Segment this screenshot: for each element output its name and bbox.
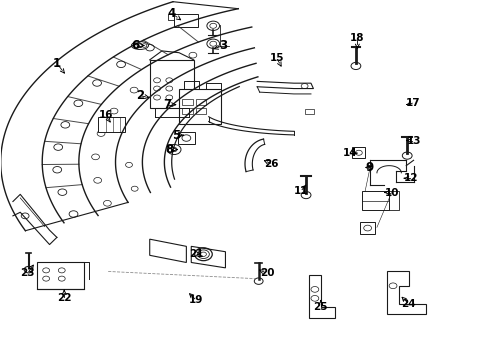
Text: 24: 24 xyxy=(401,299,416,309)
Bar xyxy=(196,99,206,105)
Text: 9: 9 xyxy=(366,161,374,174)
Bar xyxy=(182,108,193,114)
Bar xyxy=(196,108,206,114)
Text: 25: 25 xyxy=(314,302,328,312)
Text: 17: 17 xyxy=(406,98,421,108)
Text: 13: 13 xyxy=(406,136,421,145)
Text: 22: 22 xyxy=(57,293,72,303)
Text: 12: 12 xyxy=(404,173,418,183)
Bar xyxy=(352,147,365,158)
Bar xyxy=(360,222,375,234)
Bar xyxy=(98,117,125,132)
Text: 4: 4 xyxy=(168,7,176,20)
Bar xyxy=(179,89,220,125)
Bar xyxy=(150,60,194,108)
Text: 16: 16 xyxy=(98,111,113,121)
Text: 18: 18 xyxy=(350,33,365,43)
Bar xyxy=(178,132,195,144)
Bar xyxy=(174,14,197,27)
Text: 23: 23 xyxy=(20,268,35,278)
Bar xyxy=(362,191,389,211)
Text: 21: 21 xyxy=(189,248,203,258)
Text: 11: 11 xyxy=(294,186,308,196)
Text: 6: 6 xyxy=(131,39,139,52)
Text: 1: 1 xyxy=(53,57,61,70)
Text: 26: 26 xyxy=(265,159,279,169)
Bar xyxy=(182,99,193,105)
Text: 15: 15 xyxy=(270,53,284,63)
Text: 5: 5 xyxy=(172,129,181,142)
Bar xyxy=(37,262,84,289)
Text: 20: 20 xyxy=(260,268,274,278)
Ellipse shape xyxy=(131,41,148,49)
Bar xyxy=(305,109,314,114)
Text: 19: 19 xyxy=(189,295,203,305)
Text: 7: 7 xyxy=(163,98,171,111)
Text: 10: 10 xyxy=(384,188,399,198)
Text: 3: 3 xyxy=(219,39,227,52)
Text: 2: 2 xyxy=(136,89,144,102)
Text: 14: 14 xyxy=(343,148,357,158)
Circle shape xyxy=(24,266,33,273)
Text: 8: 8 xyxy=(165,143,173,156)
